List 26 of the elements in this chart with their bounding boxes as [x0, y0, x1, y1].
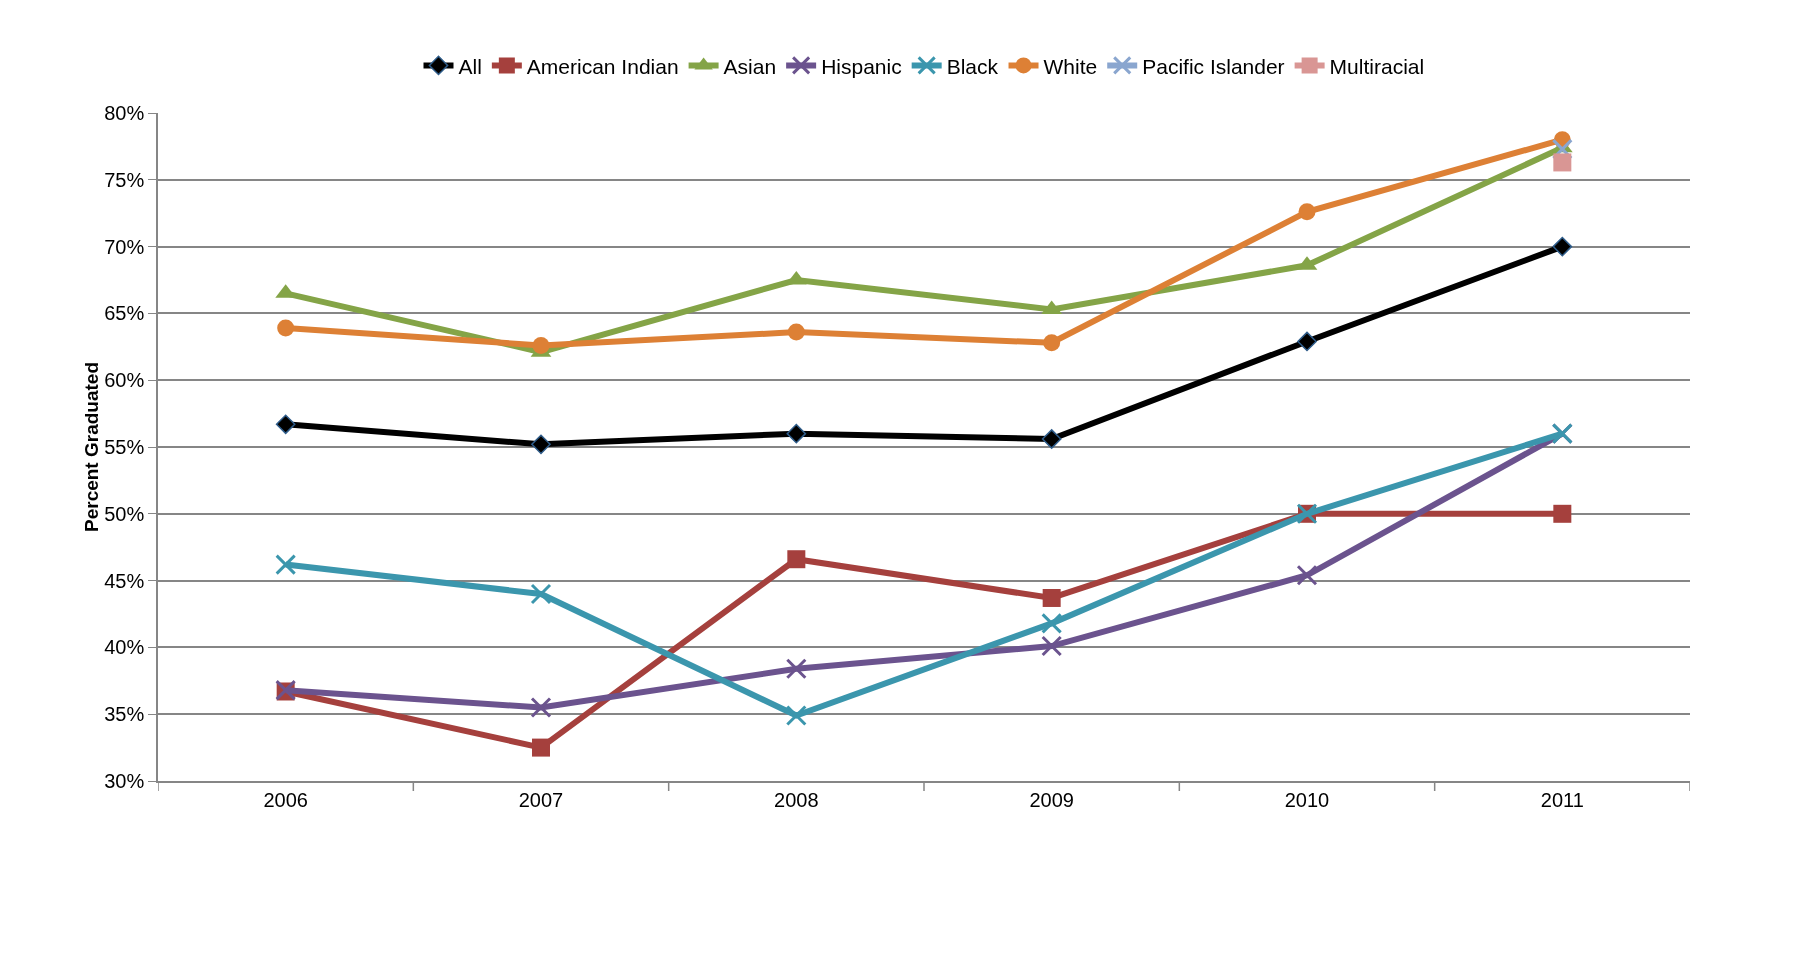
x-tick-label: 2006 — [263, 788, 308, 811]
y-tick-label: 80% — [104, 102, 145, 124]
y-tick-label: 55% — [104, 436, 145, 458]
legend-label: Asian — [723, 54, 777, 78]
x-tick-label: 2009 — [1029, 788, 1074, 811]
legend-label: Black — [946, 54, 999, 78]
x-tick-label: 2011 — [1540, 788, 1584, 811]
y-tick-label: 35% — [104, 703, 145, 726]
legend-label: Pacific Islander — [1142, 54, 1285, 78]
y-tick-label: 45% — [104, 569, 145, 592]
y-tick-label: 70% — [104, 235, 145, 258]
legend-label: White — [1043, 54, 1098, 78]
y-tick-label: 40% — [104, 636, 145, 659]
legend-label: All — [458, 54, 482, 78]
legend-label: Hispanic — [821, 54, 902, 78]
x-tick-label: 2007 — [518, 788, 564, 811]
legend-label: Multiracial — [1329, 54, 1425, 78]
y-axis-title: Percent Graduated — [81, 362, 103, 532]
y-tick-label: 65% — [104, 302, 145, 325]
y-tick-label: 75% — [104, 168, 145, 191]
y-tick-label: 50% — [104, 502, 145, 525]
y-tick-label: 60% — [104, 369, 145, 392]
x-tick-label: 2010 — [1284, 788, 1330, 811]
legend-label: American Indian — [526, 54, 679, 78]
y-tick-label: 30% — [104, 770, 145, 792]
x-tick-label: 2008 — [774, 788, 819, 811]
